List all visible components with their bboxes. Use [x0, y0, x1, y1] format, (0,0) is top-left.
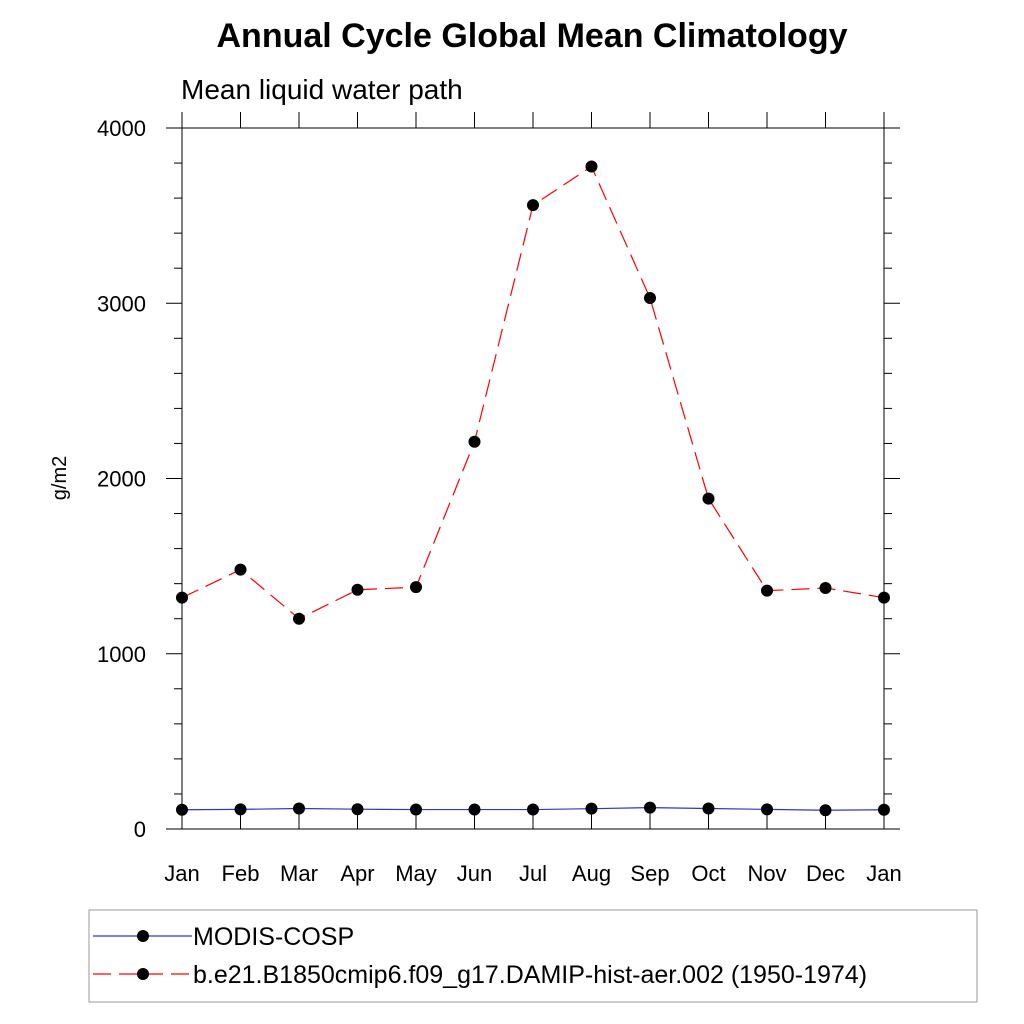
x-tick-label: Feb	[222, 861, 260, 886]
y-tick-label: 0	[134, 817, 146, 842]
data-point	[878, 591, 890, 604]
data-point	[527, 199, 539, 212]
data-point	[293, 802, 305, 815]
legend: MODIS-COSP b.e21.B1850cmip6.f09_g17.DAMIP…	[93, 923, 867, 989]
data-point	[702, 492, 715, 505]
data-point	[234, 803, 247, 816]
y-tick-label: 1000	[97, 642, 146, 667]
y-tick-labels: 0 1000 2000 3000 4000	[97, 116, 146, 842]
data-point	[351, 583, 364, 596]
y-tick-label: 2000	[97, 467, 146, 492]
chart-title: Annual Cycle Global Mean Climatology	[217, 17, 848, 55]
x-tick-label: Jan	[164, 861, 199, 886]
data-point	[351, 803, 364, 816]
data-point	[819, 582, 832, 595]
axis-ticks	[166, 112, 900, 830]
x-tick-label: Nov	[747, 861, 786, 886]
x-tick-label: May	[395, 861, 437, 886]
data-point	[585, 160, 598, 173]
y-tick-label: 3000	[97, 291, 146, 316]
data-point	[527, 803, 539, 816]
data-point	[176, 591, 188, 604]
data-point	[644, 801, 656, 814]
data-point	[819, 804, 832, 817]
y-tick-label: 4000	[97, 116, 146, 141]
x-tick-label: Aug	[572, 861, 611, 886]
data-point	[234, 563, 247, 576]
data-point	[410, 581, 422, 594]
data-point	[878, 803, 890, 816]
data-point	[761, 803, 773, 816]
legend-label: MODIS-COSP	[193, 923, 354, 951]
legend-marker	[137, 930, 149, 942]
data-point	[761, 584, 773, 597]
x-tick-label: Sep	[630, 861, 669, 886]
series-0	[176, 801, 890, 817]
data-point	[468, 435, 481, 448]
legend-marker	[137, 968, 149, 980]
x-tick-label: Jan	[866, 861, 901, 886]
series-line	[181, 165, 885, 620]
y-axis-label: g/m2	[49, 456, 71, 500]
series-1	[176, 160, 890, 625]
x-tick-label: Dec	[806, 861, 845, 886]
data-point	[644, 291, 656, 304]
data-point	[410, 803, 422, 816]
plot-frame	[181, 127, 885, 830]
data-point	[176, 803, 188, 816]
x-tick-label: Jul	[519, 861, 547, 886]
chart-subtitle: Mean liquid water path	[181, 74, 463, 105]
data-point	[293, 612, 305, 625]
x-tick-label: Oct	[691, 861, 725, 886]
data-point	[585, 802, 598, 815]
x-tick-label: Apr	[340, 861, 374, 886]
x-tick-label: Mar	[280, 861, 318, 886]
series-layer	[176, 160, 890, 817]
x-tick-labels: Jan Feb Mar Apr May Jun Jul Aug Sep Oct Nov Dec Jan	[164, 861, 901, 886]
data-point	[702, 802, 715, 815]
x-tick-label: Jun	[457, 861, 492, 886]
legend-box	[88, 909, 978, 1003]
legend-label: b.e21.B1850cmip6.f09_g17.DAMIP-hist-aer.…	[193, 961, 867, 989]
data-point	[468, 803, 481, 816]
